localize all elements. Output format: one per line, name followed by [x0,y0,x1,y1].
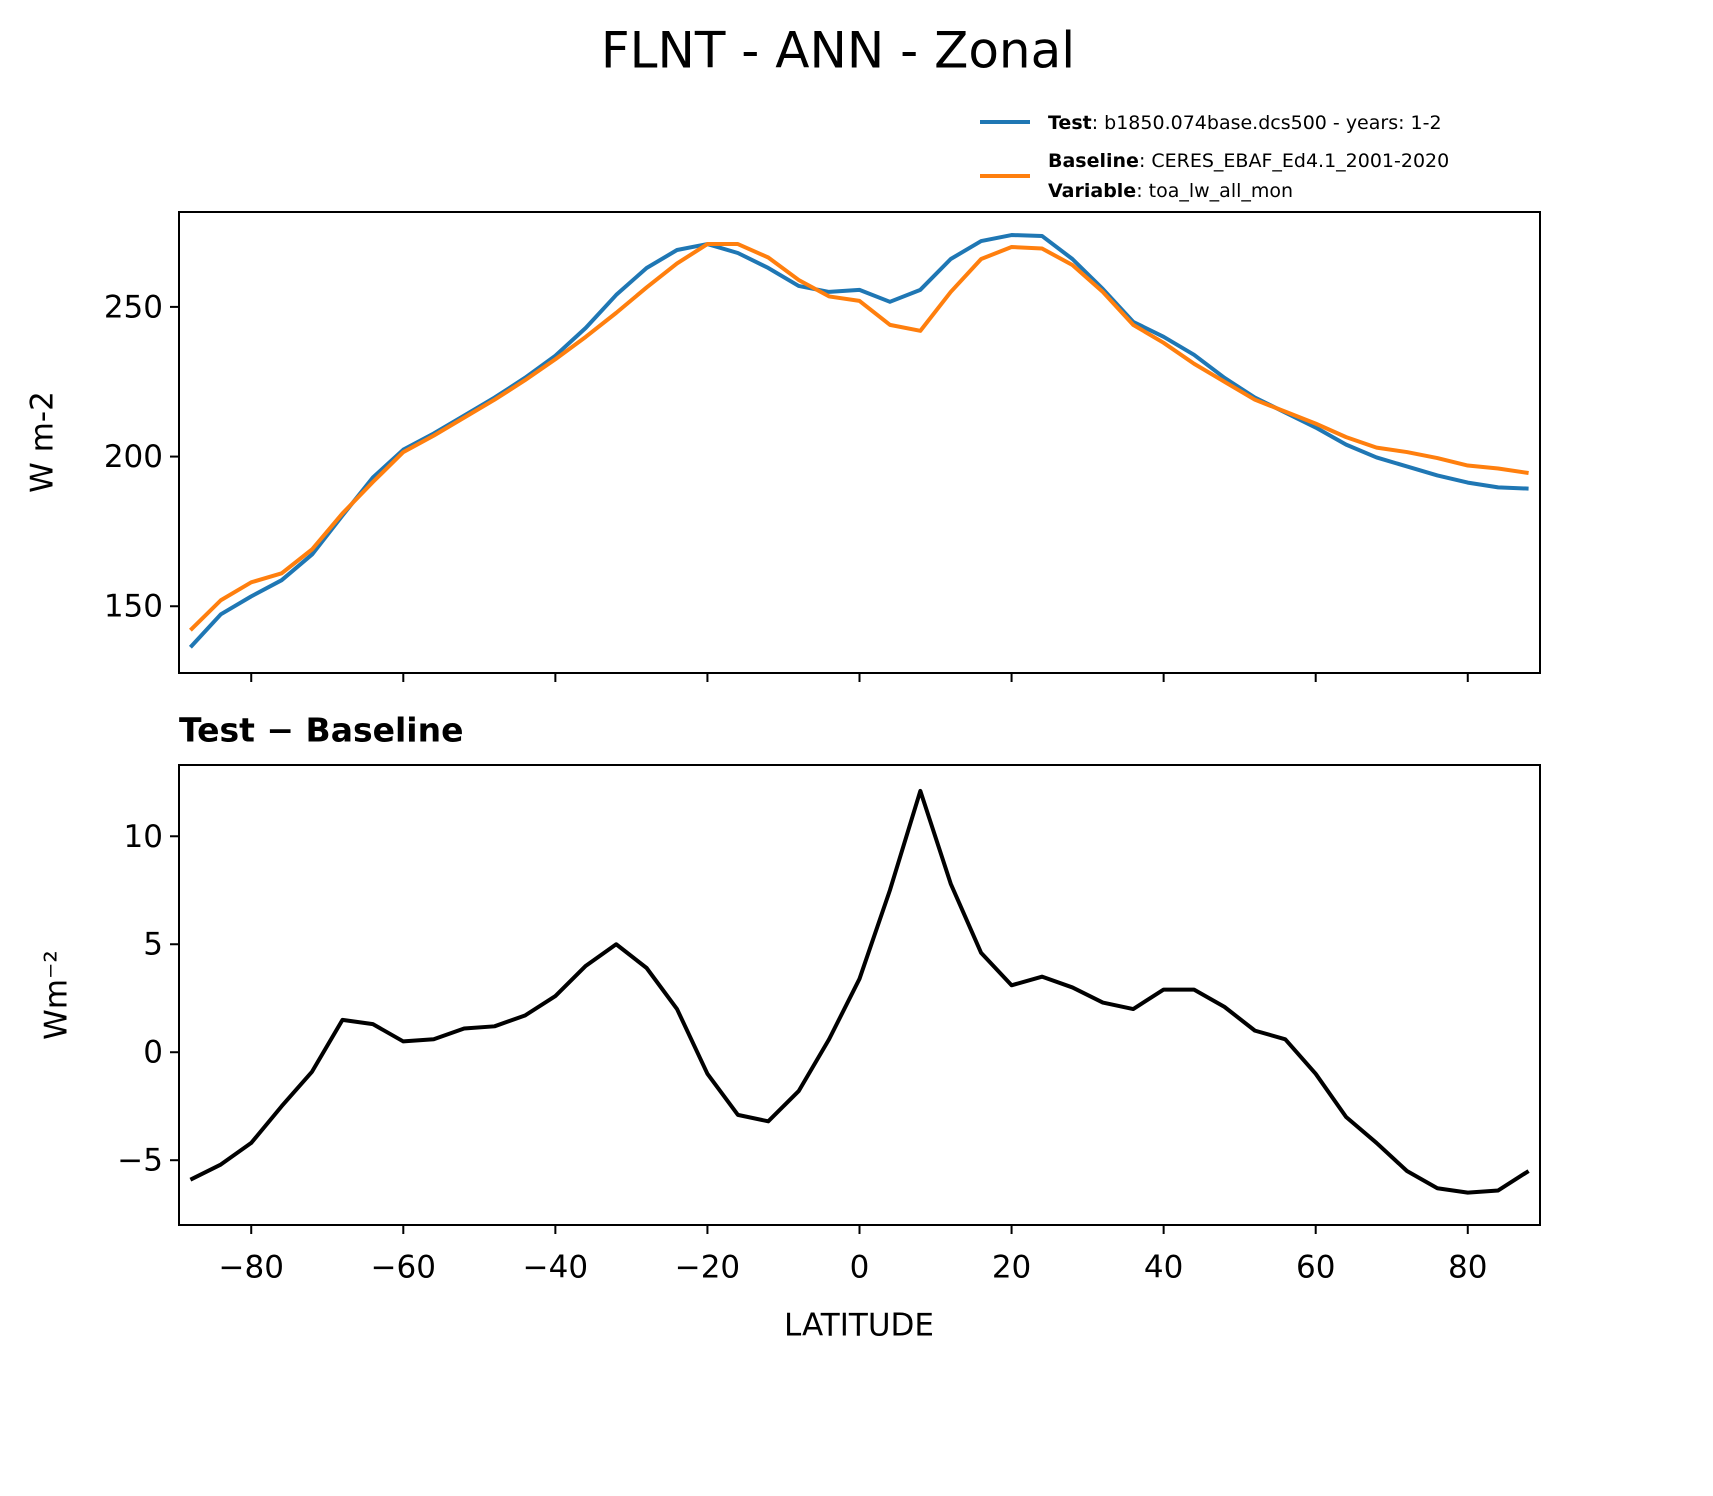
y-tick-label: 0 [143,1035,163,1071]
figure-title: FLNT - ANN - Zonal [601,22,1075,80]
axes-frame [178,211,1541,674]
y-axis-label: W m-2 [25,391,61,493]
legend-description: : toa_lw_all_mon [1136,180,1293,202]
x-tick-label: −20 [675,1250,740,1286]
x-tick-label: −60 [371,1250,436,1286]
legend-name: Test [1048,112,1092,134]
data-line [188,233,1529,649]
legend-entry: Test: b1850.074base.dcs500 - years: 1-2 [1048,112,1442,134]
data-line [189,242,1529,632]
x-tick-label: −40 [523,1250,588,1286]
legend-entry: Variable: toa_lw_all_mon [1048,180,1293,202]
x-tick-label: 0 [850,1250,870,1286]
y-axis-label: Wm⁻² [39,950,75,1040]
y-tick-label: 5 [143,927,163,963]
x-tick-label: −80 [219,1250,284,1286]
legend-name: Variable [1048,180,1136,202]
y-tick-label: 200 [104,439,163,475]
legend-description: : b1850.074base.dcs500 - years: 1-2 [1092,112,1442,134]
y-tick-label: 250 [104,289,163,325]
legend-description: : CERES_EBAF_Ed4.1_2001-2020 [1139,150,1449,172]
x-tick-label: 60 [1296,1250,1335,1286]
x-tick-label: 40 [1144,1250,1183,1286]
y-tick-label: −5 [117,1143,163,1179]
x-tick-label: 80 [1448,1250,1487,1286]
x-tick-label: 20 [992,1250,1031,1286]
x-axis-label: LATITUDE [784,1308,934,1344]
legend-name: Baseline [1048,150,1139,172]
y-tick-label: 10 [124,819,163,855]
axes-frame [178,764,1541,1226]
legend-entry: Baseline: CERES_EBAF_Ed4.1_2001-2020 [1048,150,1449,172]
data-line [189,788,1530,1195]
subplot-title: Test − Baseline [179,711,464,750]
y-tick-label: 150 [104,589,163,625]
